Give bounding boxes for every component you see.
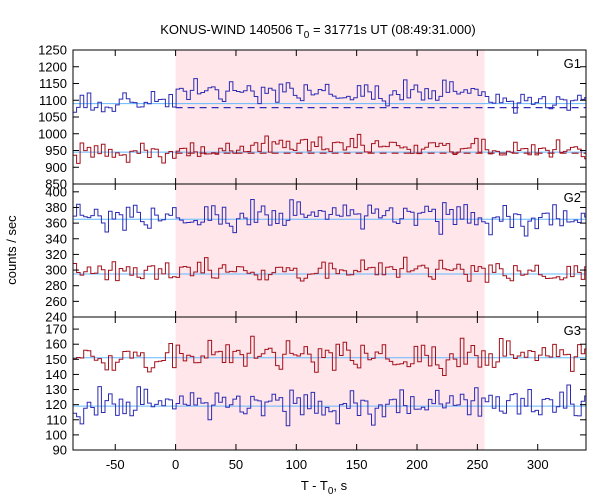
y-tick-label: 130 [45, 382, 67, 397]
x-tick-label: -50 [106, 457, 125, 472]
x-tick-label: 300 [527, 457, 549, 472]
y-tick-label: 1250 [38, 43, 67, 58]
y-tick-label: 240 [45, 310, 67, 325]
y-tick-label: 260 [45, 294, 67, 309]
y-tick-label: 90 [53, 443, 67, 458]
y-tick-label: 360 [45, 216, 67, 231]
x-tick-label: 0 [172, 457, 179, 472]
y-tick-label: 320 [45, 247, 67, 262]
y-tick-label: 140 [45, 367, 67, 382]
panel-label: G1 [564, 56, 581, 71]
light-curve-series [73, 335, 586, 376]
y-tick-label: 100 [45, 427, 67, 442]
x-tick-label: 50 [229, 457, 243, 472]
y-tick-label: 340 [45, 231, 67, 246]
y-tick-label: 170 [45, 322, 67, 337]
chart-title: KONUS-WIND 140506 T0 = 31771s UT (08:49:… [160, 22, 475, 41]
y-tick-label: 1200 [38, 59, 67, 74]
light-curve-series [73, 384, 586, 427]
y-tick-label: 380 [45, 200, 67, 215]
light-curve-series [73, 133, 586, 164]
y-tick-label: 1150 [39, 76, 67, 91]
y-tick-label: 1050 [38, 110, 67, 125]
x-tick-label: 150 [346, 457, 368, 472]
y-tick-label: 280 [45, 278, 67, 293]
panel-label: G2 [564, 190, 581, 205]
y-tick-label: 160 [45, 337, 67, 352]
y-tick-label: 150 [45, 352, 67, 367]
x-tick-label: 250 [467, 457, 489, 472]
x-tick-label: 100 [285, 457, 307, 472]
highlight-interval [175, 50, 485, 450]
light-curve-series [73, 256, 586, 283]
y-tick-label: 110 [46, 412, 67, 427]
y-tick-label: 1000 [38, 126, 67, 141]
y-axis-label: counts / sec [4, 215, 19, 285]
panel-frame [72, 316, 587, 451]
y-tick-label: 1100 [39, 93, 67, 108]
y-tick-label: 950 [45, 143, 67, 158]
y-tick-label: 400 [45, 184, 67, 199]
y-tick-label: 120 [45, 397, 67, 412]
x-tick-label: 200 [406, 457, 428, 472]
panels-layer: 850900950100010501100115012001250G124026… [38, 43, 587, 472]
panel-label: G3 [564, 323, 581, 338]
light-curve-series [73, 78, 586, 114]
y-tick-label: 300 [45, 263, 67, 278]
y-tick-label: 850 [45, 177, 67, 192]
y-tick-label: 900 [45, 160, 67, 175]
light-curve-series [73, 199, 586, 237]
x-axis-label: T - T0, s [301, 478, 348, 497]
